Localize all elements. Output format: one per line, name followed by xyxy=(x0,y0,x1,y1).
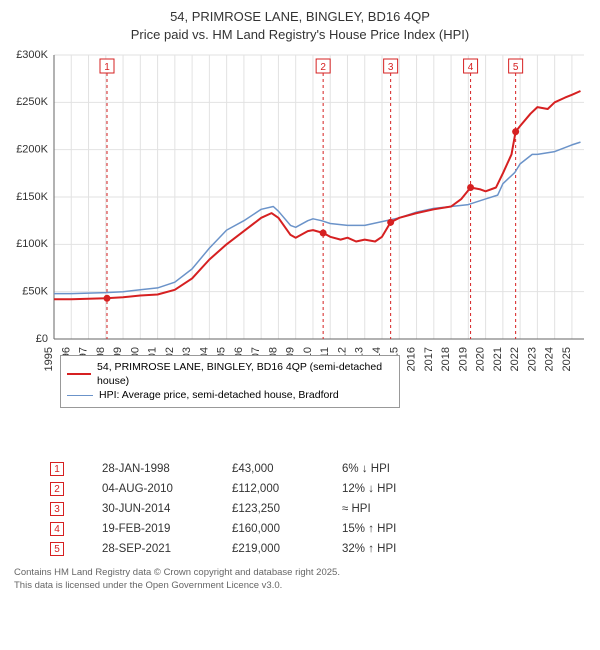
legend-item: 54, PRIMROSE LANE, BINGLEY, BD16 4QP (se… xyxy=(67,360,393,388)
series-line xyxy=(54,142,581,294)
y-tick-label: £200K xyxy=(16,144,48,156)
sale-date: 28-JAN-1998 xyxy=(102,463,232,475)
sale-row-marker: 2 xyxy=(50,482,64,496)
sale-row: 5 28-SEP-2021£219,00032% ↑ HPI xyxy=(50,539,590,559)
sale-diff-vs-hpi: 32% ↑ HPI xyxy=(342,543,452,555)
x-tick-label: 2024 xyxy=(544,347,556,371)
x-tick-label: 2016 xyxy=(406,347,418,371)
series-line xyxy=(54,91,581,299)
sale-row-marker: 5 xyxy=(50,542,64,556)
sale-marker-number: 3 xyxy=(388,62,394,73)
sale-date: 19-FEB-2019 xyxy=(102,523,232,535)
sale-date: 30-JUN-2014 xyxy=(102,503,232,515)
title-line-2: Price paid vs. HM Land Registry's House … xyxy=(10,26,590,44)
legend-swatch xyxy=(67,373,91,375)
x-tick-label: 2020 xyxy=(475,347,487,371)
sale-row: 1 28-JAN-1998£43,0006% ↓ HPI xyxy=(50,459,590,479)
chart-title: 54, PRIMROSE LANE, BINGLEY, BD16 4QP Pri… xyxy=(10,8,590,43)
legend-label: 54, PRIMROSE LANE, BINGLEY, BD16 4QP (se… xyxy=(97,360,393,388)
sale-row: 2 04-AUG-2010£112,00012% ↓ HPI xyxy=(50,479,590,499)
x-tick-label: 2023 xyxy=(526,347,538,371)
sales-table: 128-JAN-1998£43,0006% ↓ HPI204-AUG-2010£… xyxy=(50,459,590,559)
sale-marker-number: 2 xyxy=(320,62,326,73)
sale-price: £219,000 xyxy=(232,543,342,555)
sale-marker-number: 4 xyxy=(468,62,474,73)
y-tick-label: £100K xyxy=(16,238,48,250)
sale-price: £123,250 xyxy=(232,503,342,515)
sale-point-dot xyxy=(512,128,519,135)
x-tick-label: 1995 xyxy=(43,347,55,371)
sale-marker-number: 5 xyxy=(513,62,519,73)
price-chart: 1995199619971998199920002001200220032004… xyxy=(10,49,590,395)
x-tick-label: 2022 xyxy=(509,347,521,371)
legend: 54, PRIMROSE LANE, BINGLEY, BD16 4QP (se… xyxy=(60,355,400,408)
sale-row: 4 19-FEB-2019£160,00015% ↑ HPI xyxy=(50,519,590,539)
y-tick-label: £0 xyxy=(36,333,48,345)
legend-item: HPI: Average price, semi-detached house,… xyxy=(67,388,393,402)
legend-swatch xyxy=(67,395,93,396)
y-tick-label: £50K xyxy=(22,286,48,298)
sale-date: 28-SEP-2021 xyxy=(102,543,232,555)
x-tick-label: 2018 xyxy=(440,347,452,371)
y-tick-label: £300K xyxy=(16,49,48,61)
sale-date: 04-AUG-2010 xyxy=(102,483,232,495)
x-tick-label: 2019 xyxy=(457,347,469,371)
sale-row-marker: 4 xyxy=(50,522,64,536)
legend-label: HPI: Average price, semi-detached house,… xyxy=(99,388,339,402)
sale-diff-vs-hpi: 15% ↑ HPI xyxy=(342,523,452,535)
x-tick-label: 2021 xyxy=(492,347,504,371)
sale-price: £160,000 xyxy=(232,523,342,535)
footer-line-1: Contains HM Land Registry data © Crown c… xyxy=(14,567,590,580)
chart-area: 1995199619971998199920002001200220032004… xyxy=(10,49,590,409)
sale-point-dot xyxy=(387,219,394,226)
sale-point-dot xyxy=(104,295,111,302)
y-tick-label: £150K xyxy=(16,191,48,203)
sale-diff-vs-hpi: ≈ HPI xyxy=(342,503,452,515)
sale-row: 3 30-JUN-2014£123,250≈ HPI xyxy=(50,499,590,519)
sale-price: £43,000 xyxy=(232,463,342,475)
sale-diff-vs-hpi: 12% ↓ HPI xyxy=(342,483,452,495)
sale-marker-number: 1 xyxy=(104,62,110,73)
title-line-1: 54, PRIMROSE LANE, BINGLEY, BD16 4QP xyxy=(10,8,590,26)
sale-price: £112,000 xyxy=(232,483,342,495)
sale-row-marker: 3 xyxy=(50,502,64,516)
x-tick-label: 2017 xyxy=(423,347,435,371)
sale-point-dot xyxy=(320,230,327,237)
sale-point-dot xyxy=(467,184,474,191)
sale-row-marker: 1 xyxy=(50,462,64,476)
footer-line-2: This data is licensed under the Open Gov… xyxy=(14,580,590,593)
y-tick-label: £250K xyxy=(16,96,48,108)
footer-attribution: Contains HM Land Registry data © Crown c… xyxy=(10,567,590,593)
x-tick-label: 2025 xyxy=(561,347,573,371)
sale-diff-vs-hpi: 6% ↓ HPI xyxy=(342,463,452,475)
